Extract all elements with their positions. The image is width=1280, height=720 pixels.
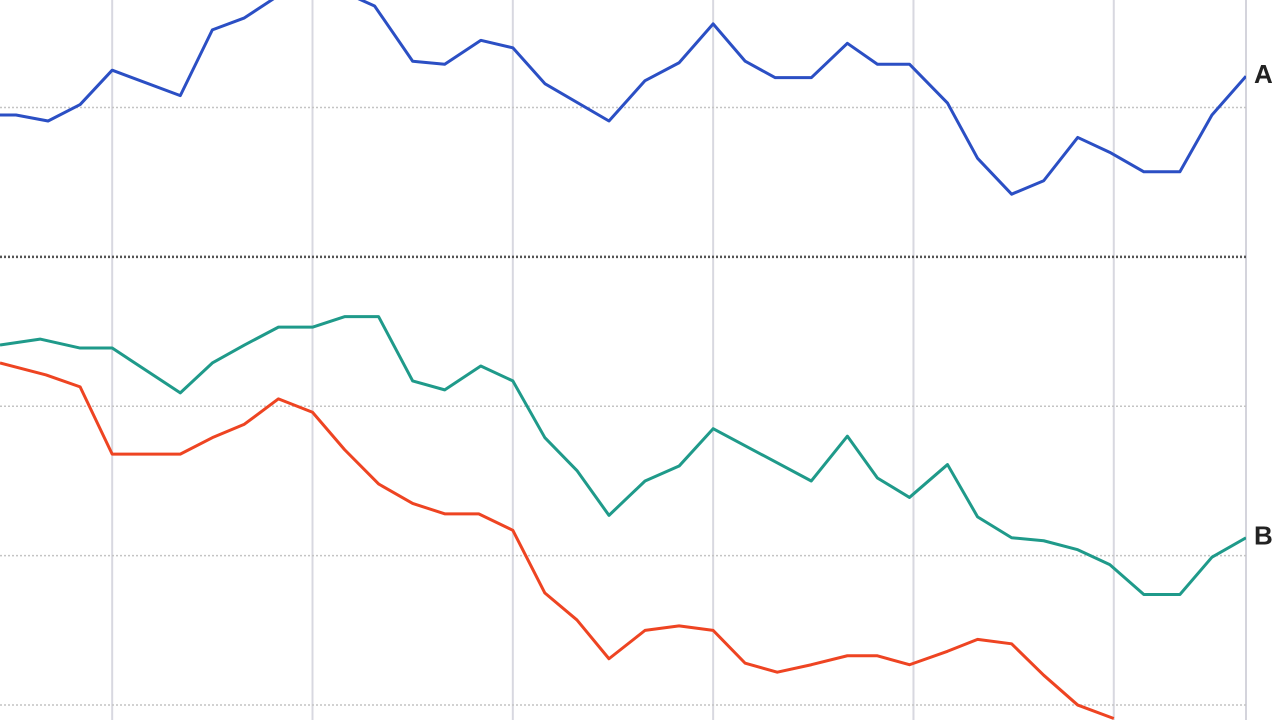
- series-label: B: [1254, 521, 1273, 551]
- plot-area: [0, 0, 1246, 720]
- series-line: [0, 315, 1246, 597]
- series-label: A: [1254, 59, 1273, 89]
- series-line: [0, 0, 1246, 196]
- series-line: [0, 361, 1115, 720]
